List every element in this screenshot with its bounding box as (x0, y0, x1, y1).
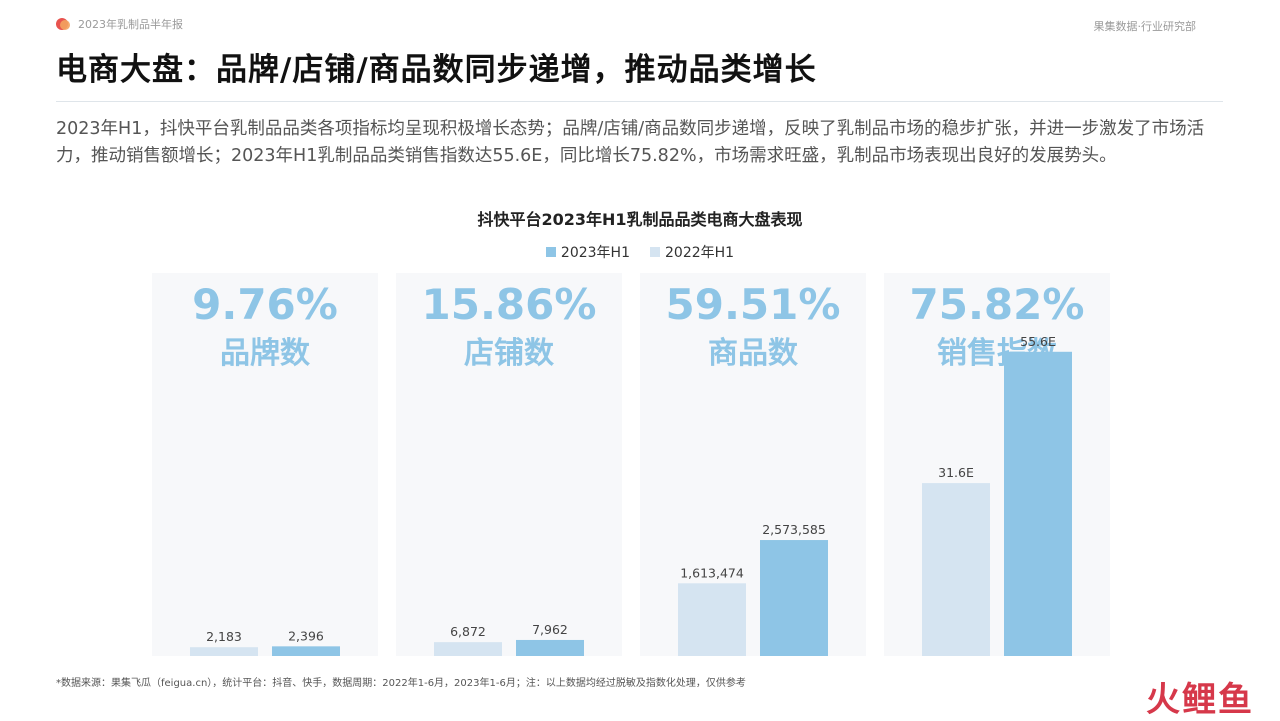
report-tag: 2023年乳制品半年报 (78, 18, 183, 31)
chart-panel-4 (884, 273, 1110, 656)
bar-2022-3 (678, 583, 746, 656)
logo-icon (56, 17, 72, 31)
chart-panel-2 (396, 273, 622, 656)
bar-2023-4 (1004, 351, 1072, 656)
legend-item-2023: 2023年H1 (545, 242, 630, 262)
bar-2023-3 (760, 540, 828, 656)
summary-paragraph: 2023年H1，抖快平台乳制品品类各项指标均呈现积极增长态势；品牌/店铺/商品数… (56, 119, 1205, 166)
legend-label-2023: 2023年H1 (560, 245, 630, 261)
data-label-2022-4: 31.6E (938, 465, 974, 480)
data-label-2023-2: 7,962 (532, 622, 568, 637)
data-label-2023-4: 55.6E (1020, 334, 1056, 349)
footnote: *数据来源：果集飞瓜（feigua.cn），统计平台：抖音、快手，数据周期：20… (56, 678, 746, 689)
legend-swatch-2023 (545, 247, 556, 257)
chart-panel-3 (640, 273, 866, 656)
metric-name-1: 品牌数 (220, 336, 311, 371)
growth-rate-1: 9.76% (192, 280, 338, 329)
bar-2023-1 (272, 646, 340, 656)
bar-2022-1 (190, 647, 258, 656)
data-label-2022-1: 2,183 (206, 629, 242, 644)
metric-name-2: 店铺数 (464, 336, 555, 371)
growth-rate-2: 15.86% (422, 280, 597, 329)
growth-rate-3: 59.51% (666, 280, 841, 329)
growth-rate-4: 75.82% (910, 280, 1085, 329)
data-label-2023-1: 2,396 (288, 628, 324, 643)
metric-name-3: 商品数 (708, 336, 799, 371)
bar-2023-2 (516, 639, 584, 656)
source-tag: 果集数据·行业研究部 (1093, 20, 1197, 33)
page-title: 电商大盘：品牌/店铺/商品数同步递增，推动品类增长 (56, 52, 817, 88)
report-header: 2023年乳制品半年报 (56, 16, 183, 32)
legend-item-2022: 2022年H1 (650, 242, 734, 262)
legend-swatch-2022 (650, 247, 660, 257)
legend-label-2022: 2022年H1 (665, 245, 735, 261)
bar-2022-2 (434, 642, 502, 656)
data-label-2023-3: 2,573,585 (762, 522, 826, 537)
watermark-logo: 火鲤鱼 (1146, 680, 1254, 720)
chart-title: 抖快平台2023年H1乳制品品类电商大盘表现 (477, 210, 803, 229)
chart-panel-1 (152, 273, 378, 656)
bar-2022-4 (922, 483, 990, 656)
data-label-2022-3: 1,613,474 (680, 565, 744, 580)
chart-legend: 2023年H1 2022年H1 (0, 242, 1280, 262)
data-label-2022-2: 6,872 (450, 624, 486, 639)
title-divider (56, 101, 1223, 102)
